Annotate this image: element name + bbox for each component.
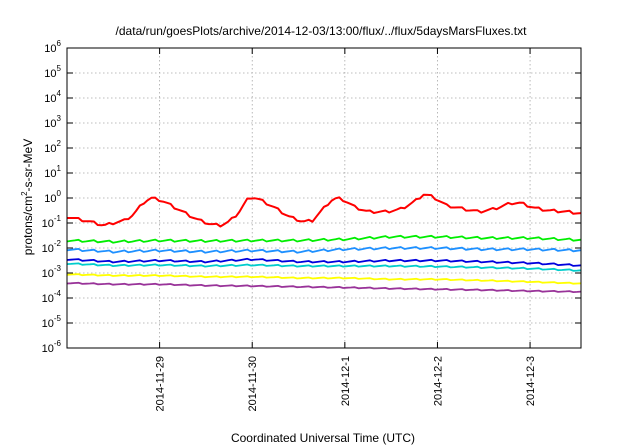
y-tick-label: 100 <box>44 189 61 205</box>
y-tick-label: 103 <box>44 114 61 130</box>
chart-title: /data/run/goesPlots/archive/2014-12-03/1… <box>116 24 528 38</box>
y-axis-label-rest: -s-sr-MeV <box>21 139 35 192</box>
y-tick-label: 106 <box>44 39 61 55</box>
y-tick-label: 10-2 <box>42 239 62 255</box>
x-tick-label: 2014-12-1 <box>340 356 352 406</box>
y-tick-label: 10-4 <box>42 289 62 305</box>
x-axis-label: Coordinated Universal Time (UTC) <box>231 431 415 445</box>
y-axis-label-main: protons/cm <box>21 196 35 255</box>
data-series-group <box>66 193 582 294</box>
y-axis-label: protons/cm2-s-sr-MeV <box>20 139 35 255</box>
series-line <box>67 193 582 228</box>
y-tick-label: 101 <box>44 164 61 180</box>
series-line <box>66 257 582 267</box>
grid <box>67 48 581 348</box>
y-tick-label: 10-1 <box>42 214 62 230</box>
y-tick-label: 10-6 <box>42 339 62 355</box>
y-tick-label: 104 <box>44 89 61 105</box>
series-line <box>66 262 582 272</box>
series-line <box>66 281 582 294</box>
series-line <box>66 234 582 244</box>
x-tick-label: 2014-11-30 <box>247 356 259 411</box>
series-line <box>66 246 582 254</box>
axes: 10-6 10-5 10-4 10-3 10-2 10-1 100 101 102 103 104 1… <box>42 39 581 411</box>
y-tick-label: 10-5 <box>42 314 62 330</box>
series-line <box>66 273 582 285</box>
y-tick-label: 105 <box>44 64 61 80</box>
x-tick-label: 2014-12-2 <box>432 356 444 406</box>
x-tick-label: 2014-12-3 <box>525 356 537 406</box>
x-tick-label: 2014-11-29 <box>155 356 167 411</box>
y-tick-label: 10-3 <box>42 264 62 280</box>
y-tick-label: 102 <box>44 139 61 155</box>
y-axis-label-superscript: 2 <box>20 191 29 196</box>
